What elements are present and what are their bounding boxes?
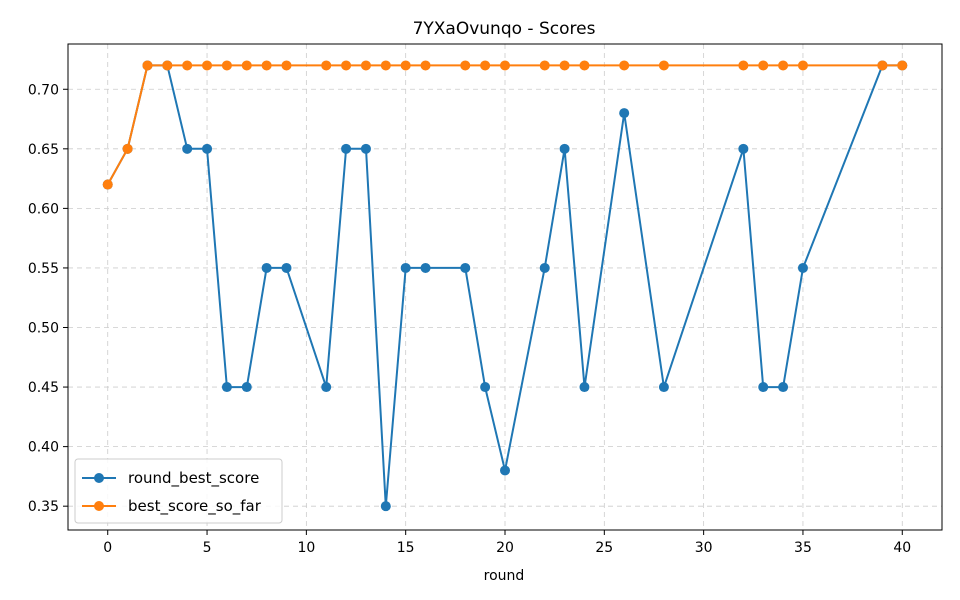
data-point	[400, 262, 411, 273]
x-axis-label: round	[484, 568, 525, 584]
data-point	[142, 60, 153, 71]
y-tick-label: 0.50	[28, 321, 59, 337]
data-point	[758, 382, 769, 393]
x-tick-label: 35	[794, 540, 812, 556]
x-tick-label: 20	[496, 540, 514, 556]
data-point	[619, 108, 630, 119]
legend-marker	[94, 501, 104, 511]
data-point	[877, 60, 888, 71]
y-tick-label: 0.60	[28, 201, 59, 217]
data-point	[619, 60, 630, 71]
data-point	[241, 60, 252, 71]
y-tick-label: 0.55	[28, 261, 59, 277]
data-point	[579, 382, 590, 393]
data-point	[182, 143, 193, 154]
data-point	[281, 60, 292, 71]
data-point	[500, 465, 510, 476]
data-point	[341, 143, 352, 154]
data-point	[778, 382, 789, 393]
data-point	[559, 60, 570, 71]
data-point	[122, 143, 133, 154]
data-point	[221, 382, 232, 393]
data-point	[738, 60, 749, 71]
data-point	[221, 60, 232, 71]
data-point	[202, 143, 213, 154]
legend-marker	[94, 473, 104, 483]
x-tick-label: 5	[203, 540, 212, 556]
data-point	[539, 60, 550, 71]
y-tick-label: 0.70	[28, 82, 59, 98]
data-point	[360, 143, 371, 154]
y-tick-label: 0.65	[28, 142, 59, 158]
data-point	[341, 60, 352, 71]
data-point	[241, 382, 252, 393]
legend-box	[74, 458, 283, 524]
y-tick-label: 0.35	[28, 499, 59, 515]
data-point	[321, 382, 332, 393]
data-point	[261, 60, 272, 71]
data-point	[797, 60, 808, 71]
data-point	[380, 501, 391, 512]
data-point	[420, 262, 431, 273]
data-point	[182, 60, 193, 71]
series-best-score-so-far	[102, 60, 908, 190]
series-layer	[102, 60, 908, 512]
data-point	[480, 382, 491, 393]
data-point	[797, 262, 808, 273]
x-tick-label: 25	[595, 540, 613, 556]
data-point	[202, 60, 213, 71]
plot-frame	[67, 43, 943, 531]
data-point	[539, 262, 550, 273]
data-point	[460, 262, 471, 273]
data-point	[559, 143, 570, 154]
data-point	[321, 60, 332, 71]
x-tick-label: 10	[297, 540, 315, 556]
data-point	[658, 60, 669, 71]
data-point	[758, 60, 769, 71]
data-point	[738, 143, 749, 154]
x-tick-label: 15	[397, 540, 415, 556]
legend: round_best_score best_score_so_far	[74, 458, 283, 524]
data-point	[480, 60, 491, 71]
x-tick-label: 0	[103, 540, 112, 556]
data-point	[420, 60, 431, 71]
data-point	[579, 60, 590, 71]
data-point	[261, 262, 272, 273]
data-point	[281, 262, 292, 273]
data-point	[380, 60, 391, 71]
x-tick-label: 40	[893, 540, 911, 556]
data-point	[162, 60, 173, 71]
data-point	[460, 60, 471, 71]
data-point	[400, 60, 411, 71]
data-point	[102, 179, 113, 190]
data-point	[500, 60, 510, 71]
legend-label: best_score_so_far	[128, 497, 262, 516]
y-tick-label: 0.45	[28, 380, 59, 396]
grid	[68, 44, 942, 530]
data-point	[897, 60, 908, 71]
x-tick-label: 30	[695, 540, 713, 556]
legend-label: round_best_score	[128, 469, 259, 488]
chart-title: 7YXaOvunqo - Scores	[413, 19, 596, 39]
data-point	[360, 60, 371, 71]
axis-ticks: 0 5 10 15 20 25 30 35 40 0.35 0.40 0.45 0.50 0.55 0.60…	[28, 82, 911, 556]
data-point	[778, 60, 789, 71]
data-point	[658, 382, 669, 393]
y-tick-label: 0.40	[28, 440, 59, 456]
